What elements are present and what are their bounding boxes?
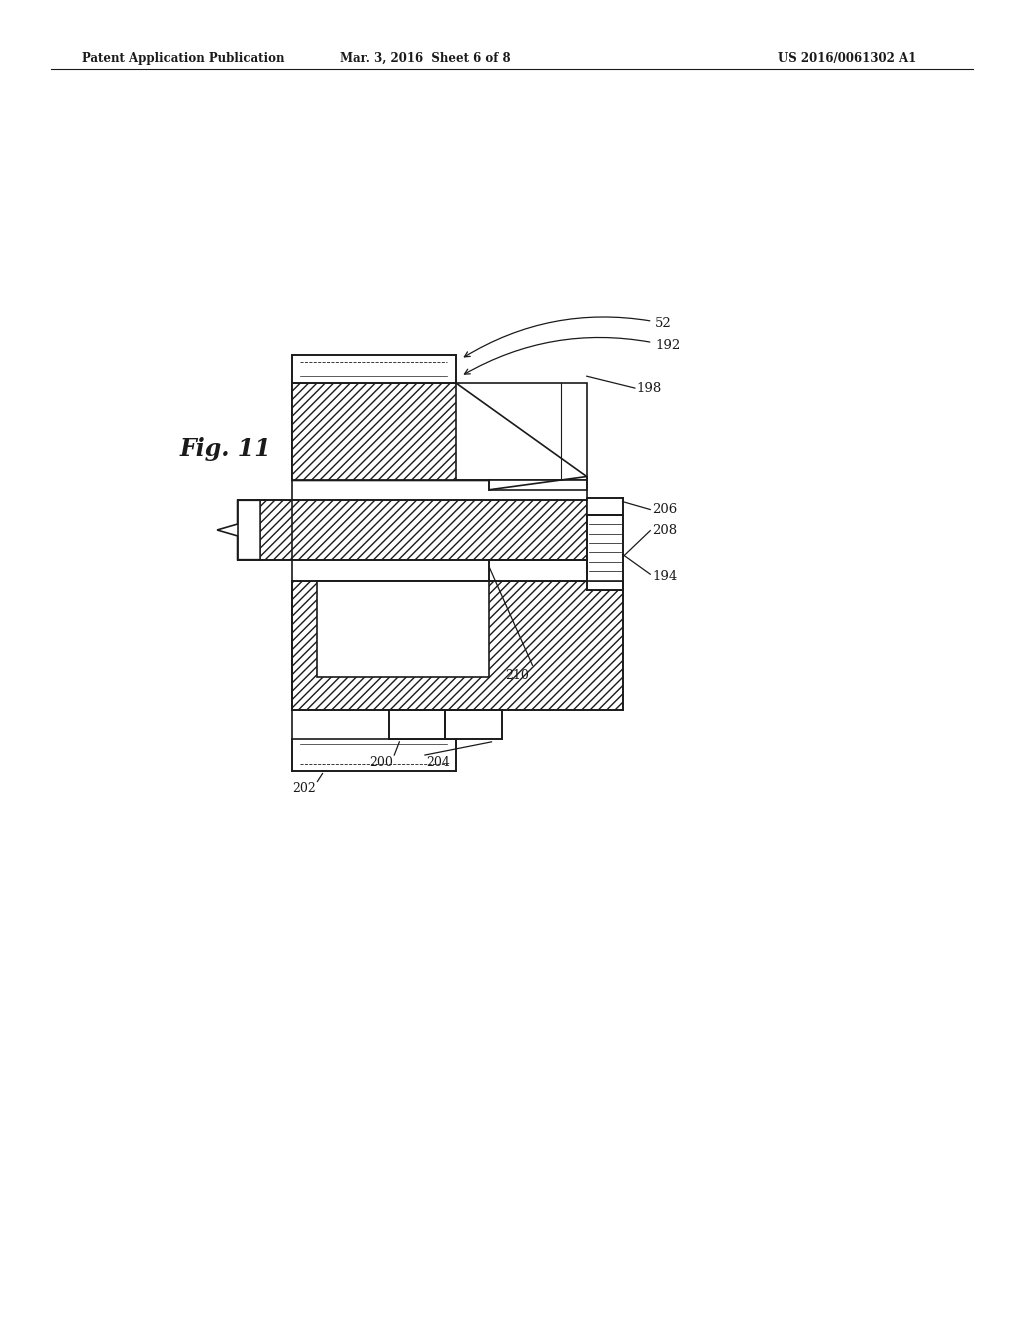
Text: 200: 200: [369, 756, 393, 770]
Polygon shape: [217, 500, 260, 560]
Text: 204: 204: [426, 756, 450, 770]
Bar: [292, 355, 456, 383]
Text: 192: 192: [465, 338, 681, 374]
Text: 202: 202: [292, 781, 316, 795]
Polygon shape: [456, 383, 587, 480]
Polygon shape: [317, 581, 489, 677]
Polygon shape: [238, 500, 587, 560]
Bar: [292, 739, 456, 771]
Text: Fig. 11: Fig. 11: [179, 437, 271, 461]
Bar: [389, 710, 445, 739]
Polygon shape: [292, 581, 623, 710]
Text: 206: 206: [652, 503, 678, 516]
Polygon shape: [292, 383, 587, 480]
Bar: [587, 515, 623, 590]
Text: 194: 194: [652, 570, 678, 583]
Polygon shape: [489, 560, 587, 581]
Text: 208: 208: [652, 524, 678, 537]
Text: 52: 52: [464, 317, 672, 356]
Bar: [587, 498, 623, 515]
Text: Mar. 3, 2016  Sheet 6 of 8: Mar. 3, 2016 Sheet 6 of 8: [340, 51, 510, 65]
Text: 210: 210: [505, 669, 529, 682]
Text: 198: 198: [637, 381, 663, 395]
Bar: [445, 710, 502, 739]
Text: US 2016/0061302 A1: US 2016/0061302 A1: [778, 51, 916, 65]
Text: Patent Application Publication: Patent Application Publication: [82, 51, 285, 65]
Bar: [489, 480, 587, 490]
